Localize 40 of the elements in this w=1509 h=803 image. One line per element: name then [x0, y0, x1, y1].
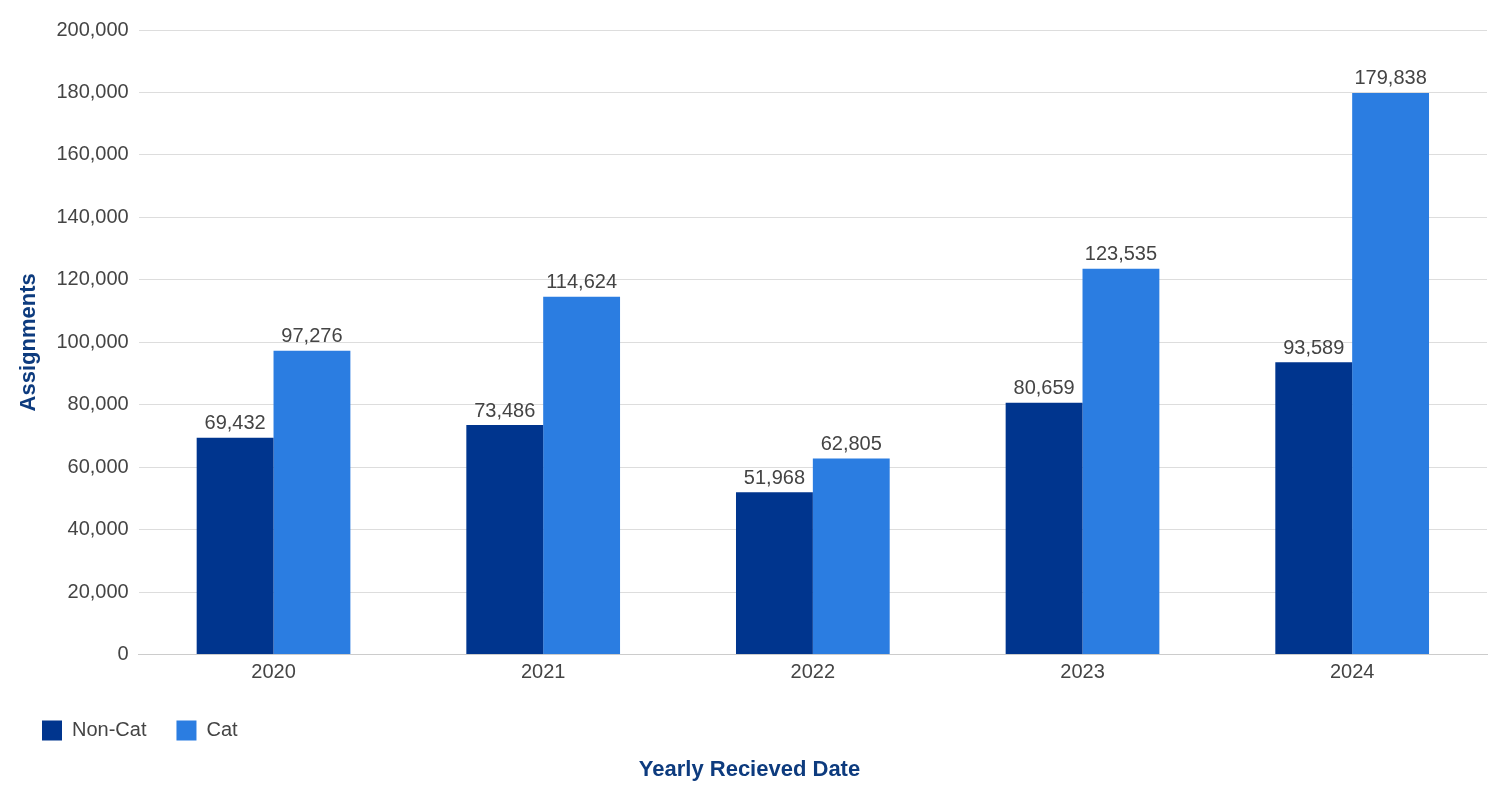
x-tick-label: 2023: [1060, 660, 1105, 683]
data-label: 62,805: [820, 431, 882, 454]
data-label: 179,838: [1354, 66, 1427, 89]
data-label: 51,968: [743, 465, 806, 488]
y-tick-label: 160,000: [56, 142, 129, 165]
x-axis-title: Yearly Recieved Date: [638, 755, 861, 781]
data-label: 123,535: [1084, 242, 1158, 265]
y-tick-label: 0: [117, 642, 129, 665]
bar: [196, 437, 274, 655]
y-tick-label: 140,000: [56, 204, 129, 227]
y-tick-label: 20,000: [67, 579, 129, 602]
x-tick-label: 2021: [520, 660, 566, 683]
bar: [273, 350, 351, 655]
y-tick-label: 60,000: [67, 454, 129, 477]
bar: [735, 492, 813, 655]
bar: [1275, 362, 1353, 655]
data-label: 73,486: [474, 398, 536, 421]
bar: [1082, 268, 1160, 655]
y-tick-label: 100,000: [56, 329, 129, 352]
bar: [812, 458, 890, 655]
y-tick-label: 40,000: [67, 517, 129, 540]
y-tick-label: 120,000: [56, 267, 129, 290]
y-tick-label: 180,000: [56, 79, 129, 102]
y-tick-label: 200,000: [56, 17, 129, 40]
y-tick-label: 80,000: [67, 392, 129, 415]
data-label: 93,589: [1283, 335, 1345, 358]
data-label: 69,432: [204, 411, 266, 434]
bar: [1352, 92, 1430, 655]
data-label: 97,276: [281, 324, 343, 347]
x-tick-label: 2024: [1329, 660, 1375, 683]
x-tick-label: 2022: [790, 660, 836, 683]
bar: [466, 425, 544, 655]
x-tick-label: 2020: [251, 660, 296, 683]
data-label: 114,624: [546, 270, 618, 293]
legend-label: Non-Cat: [72, 718, 147, 741]
bar: [543, 296, 621, 655]
y-axis-title: Assignments: [15, 273, 41, 412]
legend-label: Cat: [206, 718, 239, 741]
bar: [1005, 402, 1083, 655]
data-label: 80,659: [1013, 376, 1075, 399]
